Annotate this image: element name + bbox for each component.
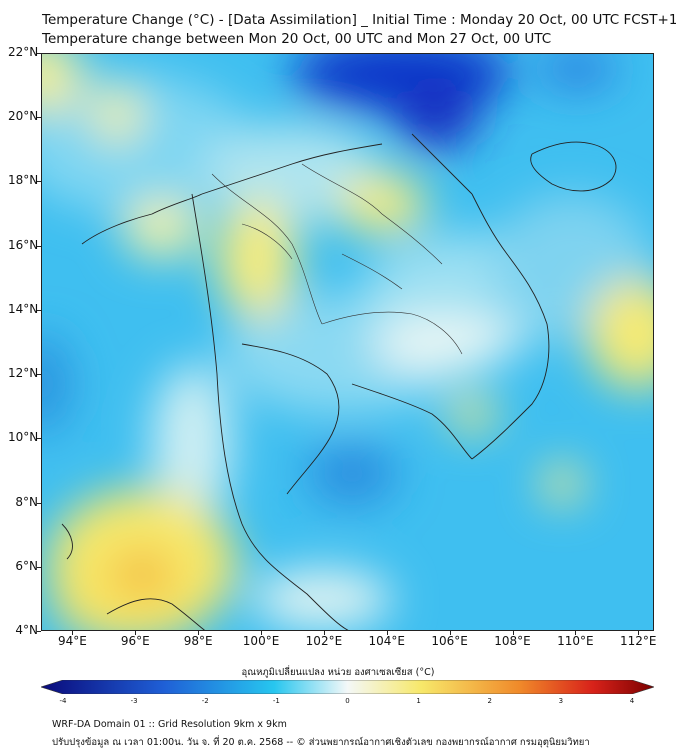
colorbar-tick-label: -3	[130, 697, 138, 705]
colorbar-tick-label: -1	[272, 697, 280, 705]
coastlines	[61, 133, 617, 630]
longitude-tick	[198, 631, 200, 635]
latitude-label: 14°N	[8, 301, 39, 316]
colorbar-tick-label: 0	[345, 697, 350, 705]
colorbar-tick-label: -4	[59, 697, 67, 705]
latitude-tick	[37, 117, 41, 119]
latitude-tick	[37, 374, 41, 376]
longitude-tick	[72, 631, 74, 635]
latitude-label: 12°N	[8, 366, 39, 381]
colorbar-tick-label: -2	[201, 697, 209, 705]
longitude-tick	[323, 631, 325, 635]
latitude-tick	[37, 309, 41, 311]
latitude-tick	[37, 631, 41, 632]
latitude-tick	[37, 566, 41, 568]
latitude-tick	[37, 502, 41, 504]
longitude-label: 106°E	[431, 634, 468, 648]
colorbar-tick-label: 3	[558, 697, 564, 705]
latitude-tick	[37, 245, 41, 247]
longitude-tick	[386, 631, 388, 635]
longitude-tick	[135, 631, 137, 635]
colorbar-tick-label: 2	[487, 697, 492, 705]
temperature-change-map	[41, 53, 654, 631]
longitude-tick	[261, 631, 263, 635]
longitude-label: 110°E	[557, 634, 594, 648]
latitude-label: 8°N	[15, 494, 38, 509]
footer-update-info: ปรับปรุงข้อมูล ณ เวลา 01:00น. วัน จ. ที่…	[52, 737, 590, 748]
longitude-label: 104°E	[368, 634, 406, 648]
longitude-label: 100°E	[242, 634, 280, 648]
field-blobs	[42, 54, 653, 630]
map-canvas	[42, 54, 653, 630]
latitude-label: 20°N	[8, 109, 39, 124]
longitude-label: 96°E	[120, 634, 150, 648]
longitude-label: 112°E	[620, 634, 657, 648]
longitude-label: 108°E	[494, 634, 531, 648]
colorbar-tick-label: 1	[416, 697, 421, 705]
longitude-tick	[449, 631, 451, 635]
longitude-label: 98°E	[183, 634, 213, 648]
longitude-label: 94°E	[57, 634, 87, 648]
chart-subtitle: Temperature change between Mon 20 Oct, 0…	[42, 31, 552, 47]
latitude-label: 18°N	[8, 173, 39, 188]
latitude-label: 4°N	[15, 623, 38, 637]
colorbar-bar	[41, 680, 654, 694]
chart-title: Temperature Change (°C) - [Data Assimila…	[42, 12, 676, 28]
country-borders	[211, 163, 463, 355]
latitude-tick	[37, 438, 41, 440]
latitude-tick	[37, 53, 41, 54]
longitude-tick	[512, 631, 514, 635]
latitude-label: 10°N	[8, 430, 39, 445]
latitude-label: 6°N	[15, 558, 38, 573]
longitude-tick	[575, 631, 577, 635]
footer-model-info: WRF-DA Domain 01 :: Grid Resolution 9km …	[52, 719, 287, 730]
latitude-label: 16°N	[8, 237, 39, 252]
latitude-tick	[37, 181, 41, 183]
latitude-label: 22°N	[8, 45, 39, 59]
longitude-label: 102°E	[305, 634, 343, 648]
colorbar-title: อุณหภูมิเปลี่ยนแปลง หน่วย องศาเซลเซียส (…	[241, 667, 435, 678]
colorbar	[41, 680, 654, 694]
longitude-tick	[638, 631, 640, 635]
colorbar-tick-label: 4	[629, 697, 635, 705]
